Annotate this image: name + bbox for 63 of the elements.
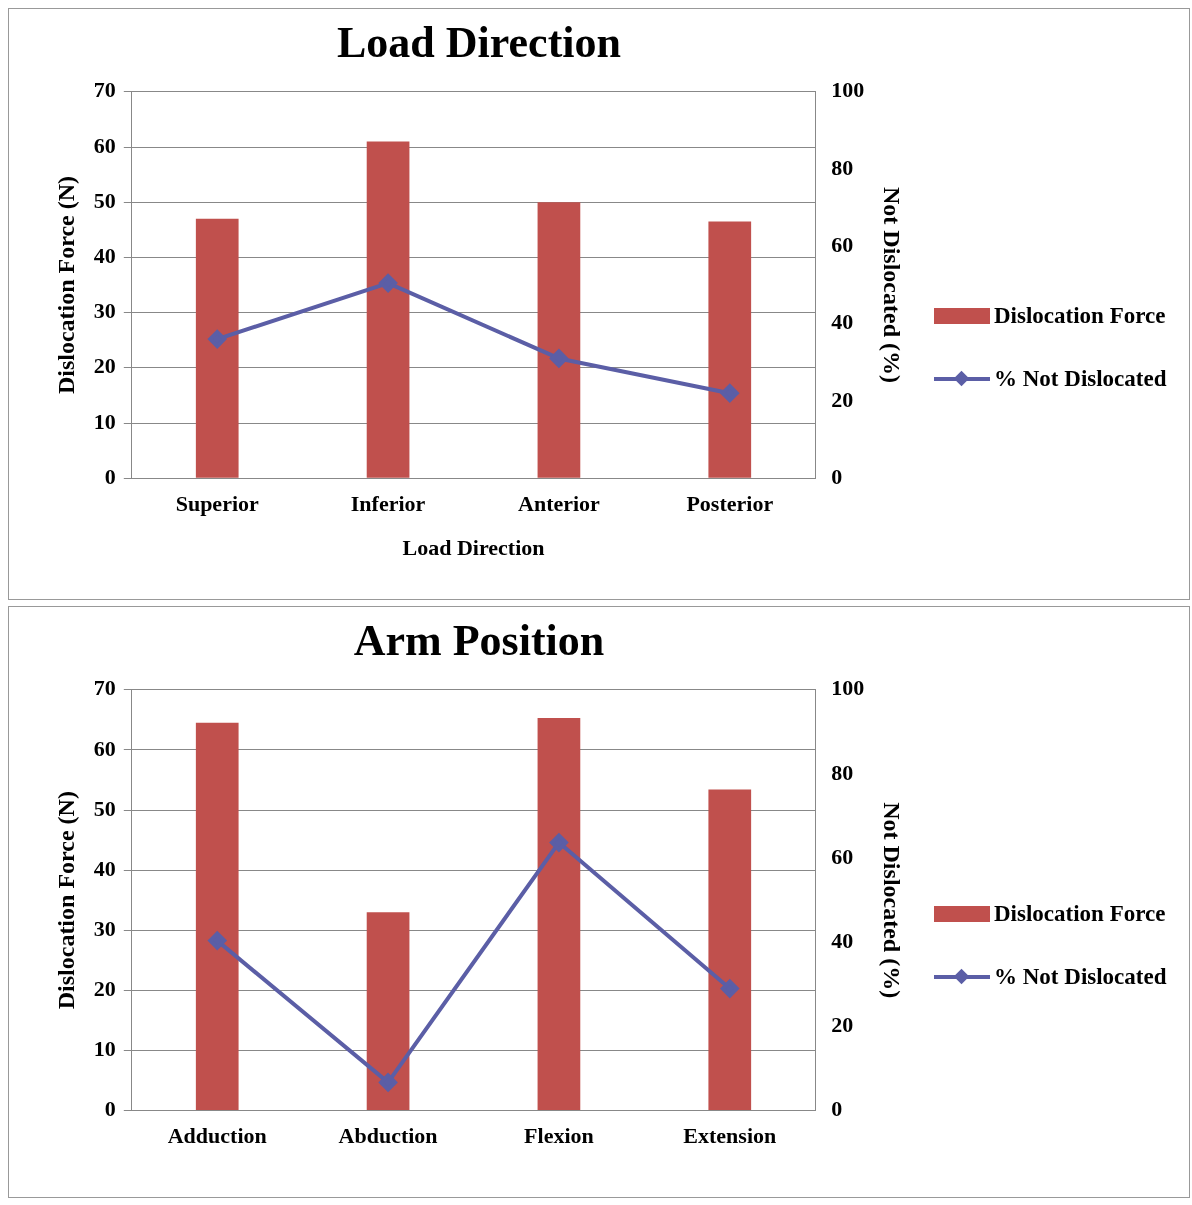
y2-tick-label: 100 — [831, 77, 865, 103]
y-tick-label: 50 — [93, 187, 116, 213]
legend-label: Dislocation Force — [994, 303, 1166, 328]
y-tick-label: 70 — [93, 77, 116, 103]
x-tick-label: Adduction — [167, 1123, 267, 1149]
x-tick-label: Posterior — [686, 491, 774, 517]
x-tick-label: Abduction — [338, 1123, 438, 1149]
x-axis-title: Load Direction — [402, 535, 545, 561]
bar — [195, 722, 239, 1111]
y2-tick-label: 100 — [831, 675, 865, 701]
y-axis-title: Dislocation Force (N) — [52, 791, 79, 1010]
point — [379, 274, 398, 293]
x-tick-label: Superior — [175, 491, 260, 517]
y-tick-label: 30 — [93, 298, 116, 324]
y2-tick-label: 60 — [831, 843, 854, 869]
legend-label: % Not Dislocated — [994, 964, 1167, 989]
y2-tick-label: 0 — [831, 463, 843, 489]
y-axis-title: Dislocation Force (N) — [52, 175, 79, 395]
point — [208, 931, 227, 950]
bar — [366, 912, 410, 1111]
y2-tick-label: 40 — [831, 927, 854, 953]
y2-tick-label: 20 — [831, 386, 854, 412]
y2-tick-label: 80 — [831, 154, 854, 180]
y-tick-label: 60 — [93, 132, 116, 158]
x-tick-label: Extension — [683, 1123, 777, 1149]
y2-axis-title: Not Dislocated (%) — [879, 802, 906, 999]
y-tick-label: 70 — [93, 675, 116, 701]
y2-tick-label: 40 — [831, 309, 854, 335]
point — [549, 349, 568, 368]
y-tick-label: 20 — [93, 976, 116, 1002]
y2-tick-label: 60 — [831, 232, 854, 258]
y-tick-label: 20 — [93, 353, 116, 379]
legend-label: % Not Dislocated — [994, 366, 1167, 391]
chart-title: Load Direction — [337, 17, 621, 67]
point — [720, 384, 739, 403]
bar — [195, 218, 239, 478]
bar — [537, 718, 581, 1111]
y-tick-label: 50 — [93, 795, 116, 821]
point — [549, 833, 568, 852]
y2-tick-label: 0 — [831, 1096, 843, 1122]
y-tick-label: 10 — [93, 408, 116, 434]
bar — [366, 141, 410, 478]
y2-tick-label: 20 — [831, 1012, 854, 1038]
y-tick-label: 40 — [93, 243, 116, 269]
y-tick-label: 30 — [93, 915, 116, 941]
point — [379, 1073, 398, 1092]
point — [720, 979, 739, 998]
y-tick-label: 0 — [104, 1096, 116, 1122]
x-tick-label: Anterior — [518, 491, 601, 517]
y2-tick-label: 80 — [831, 759, 854, 785]
legend-label: Dislocation Force — [994, 901, 1166, 926]
bar — [708, 221, 752, 478]
bar — [537, 202, 581, 478]
y2-axis-title: Not Dislocated (%) — [879, 187, 906, 383]
y-tick-label: 0 — [104, 463, 116, 489]
y-tick-label: 60 — [93, 735, 116, 761]
point — [208, 330, 227, 349]
y-tick-label: 10 — [93, 1036, 116, 1062]
chart-title: Arm Position — [353, 615, 605, 665]
bar — [708, 789, 752, 1111]
x-tick-label: Flexion — [524, 1123, 594, 1149]
x-tick-label: Inferior — [350, 491, 426, 517]
y-tick-label: 40 — [93, 855, 116, 881]
